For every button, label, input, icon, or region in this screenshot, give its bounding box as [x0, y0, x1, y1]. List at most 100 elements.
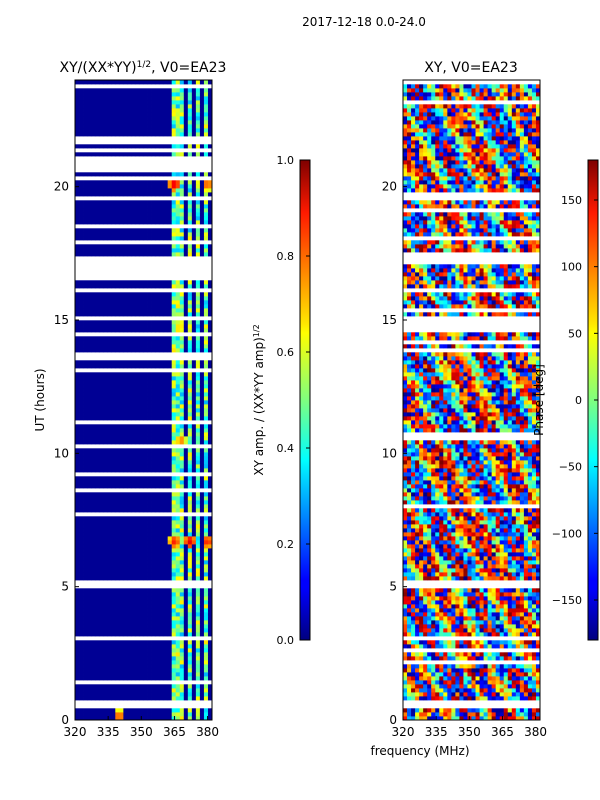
heatmap-cell: [79, 464, 84, 469]
heatmap-cell: [199, 480, 205, 485]
heatmap-cell: [83, 88, 88, 93]
heatmap-cell: [95, 328, 100, 333]
heatmap-cell: [75, 588, 80, 593]
heatmap-cell: [163, 716, 169, 720]
heatmap-cell: [199, 400, 205, 405]
heatmap-cell: [447, 644, 452, 649]
heatmap-cell: [195, 312, 201, 317]
heatmap-cell: [83, 280, 88, 285]
heatmap-cell: [403, 672, 408, 677]
heatmap-cell: [95, 380, 100, 385]
heatmap-cell: [87, 128, 92, 133]
heatmap-cell: [167, 296, 173, 301]
heatmap-cell: [95, 572, 100, 577]
heatmap-cell: [91, 484, 96, 489]
heatmap-cell: [163, 600, 169, 605]
heatmap-cell: [143, 708, 148, 713]
heatmap-cell: [195, 464, 201, 469]
heatmap-cell: [159, 684, 165, 689]
heatmap-cell: [503, 680, 509, 685]
heatmap-cell: [139, 576, 144, 581]
heatmap-cell: [155, 660, 161, 665]
heatmap-cell: [203, 476, 209, 481]
heatmap-cell: [111, 496, 116, 501]
heatmap-cell: [111, 460, 116, 465]
heatmap-cell: [199, 668, 205, 673]
heatmap-cell: [83, 412, 88, 417]
heatmap-cell: [163, 392, 169, 397]
heatmap-cell: [151, 496, 156, 501]
heatmap-cell: [419, 716, 424, 720]
heatmap-cell: [99, 96, 104, 101]
heatmap-cell: [135, 620, 140, 625]
heatmap-cell: [95, 644, 100, 649]
heatmap-cell: [119, 80, 124, 85]
heatmap-cell: [151, 436, 156, 441]
heatmap-cell: [467, 708, 472, 713]
heatmap-cell: [115, 200, 120, 205]
heatmap-cell: [203, 328, 209, 333]
heatmap-cell: [95, 340, 100, 345]
heatmap-cell: [475, 668, 480, 673]
heatmap-cell: [75, 120, 80, 125]
heatmap-cell: [111, 88, 116, 93]
heatmap-cell: [75, 612, 80, 617]
heatmap-cell: [187, 640, 193, 645]
heatmap-cell: [159, 600, 165, 605]
heatmap-cell: [191, 496, 197, 501]
heatmap-cell: [127, 652, 132, 657]
heatmap-cell: [87, 496, 92, 501]
heatmap-cell: [123, 124, 128, 129]
heatmap-cell: [139, 440, 144, 445]
heatmap-cell: [155, 180, 161, 185]
heatmap-cell: [175, 388, 181, 393]
heatmap-cell: [187, 712, 193, 717]
heatmap-cell: [155, 284, 161, 289]
heatmap-cell: [183, 132, 189, 137]
heatmap-cell: [79, 208, 84, 213]
heatmap-cell: [159, 532, 165, 537]
heatmap-cell: [131, 652, 136, 657]
heatmap-cell: [155, 708, 161, 713]
heatmap-cell: [427, 708, 432, 713]
heatmap-cell: [491, 640, 497, 645]
heatmap-cell: [183, 460, 189, 465]
heatmap-cell: [511, 684, 517, 689]
heatmap-cell: [183, 688, 189, 693]
heatmap-cell: [139, 208, 144, 213]
heatmap-cell: [111, 692, 116, 697]
heatmap-cell: [79, 344, 84, 349]
heatmap-cell: [103, 408, 108, 413]
heatmap-cell: [111, 600, 116, 605]
heatmap-cell: [175, 568, 181, 573]
heatmap-cell: [171, 124, 177, 129]
heatmap-cell: [187, 568, 193, 573]
heatmap-cell: [435, 656, 440, 661]
heatmap-cell: [75, 180, 80, 185]
heatmap-cell: [91, 144, 96, 149]
heatmap-cell: [87, 108, 92, 113]
heatmap-cell: [75, 92, 80, 97]
heatmap-cell: [175, 528, 181, 533]
heatmap-cell: [147, 360, 152, 365]
heatmap-cell: [147, 596, 152, 601]
heatmap-cell: [171, 640, 177, 645]
heatmap-cell: [175, 364, 181, 369]
heatmap-cell: [135, 672, 140, 677]
heatmap-cell: [171, 104, 177, 109]
heatmap-cell: [123, 104, 128, 109]
heatmap-cell: [127, 524, 132, 529]
heatmap-cell: [91, 300, 96, 305]
heatmap-cell: [159, 516, 165, 521]
heatmap-cell: [75, 284, 80, 289]
heatmap-cell: [179, 308, 185, 313]
heatmap-cell: [163, 180, 169, 185]
heatmap-cell: [515, 664, 521, 669]
heatmap-cell: [171, 672, 177, 677]
heatmap-cell: [155, 432, 161, 437]
heatmap-cell: [79, 320, 84, 325]
heatmap-cell: [119, 384, 124, 389]
heatmap-cell: [151, 412, 156, 417]
heatmap-cell: [143, 152, 148, 157]
heatmap-cell: [199, 220, 205, 225]
